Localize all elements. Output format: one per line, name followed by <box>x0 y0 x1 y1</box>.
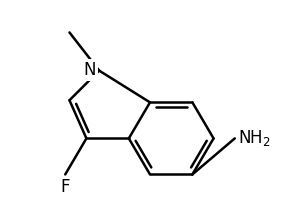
Text: NH$_2$: NH$_2$ <box>238 128 271 148</box>
Text: N: N <box>83 61 96 79</box>
Text: F: F <box>61 178 70 196</box>
